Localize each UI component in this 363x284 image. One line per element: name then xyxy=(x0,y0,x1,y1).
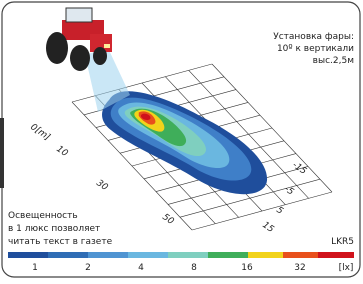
header-line: Установка фары: xyxy=(273,32,354,42)
scale-label: 2 xyxy=(85,263,91,273)
scale-label: [lx] xyxy=(339,263,354,273)
scale-label: 32 xyxy=(294,263,305,273)
note-line: читать текст в газете xyxy=(8,237,113,247)
note-line: Освещенность xyxy=(8,211,78,221)
color-scale xyxy=(8,252,354,258)
header-line: выс.2,5м xyxy=(313,56,354,66)
note-line: в 1 люкс позволяет xyxy=(8,224,100,234)
scale-label: 4 xyxy=(138,263,144,273)
illustration: Установка фары: 10º к вертикали выс.2,5м… xyxy=(0,0,363,280)
scale-label: 16 xyxy=(241,263,253,273)
model-label: LKR5 xyxy=(331,237,354,247)
header-line: 10º к вертикали xyxy=(277,44,354,54)
scale-label: 1 xyxy=(32,263,38,273)
edge-bar xyxy=(0,118,4,188)
scale-label: 8 xyxy=(191,263,197,273)
